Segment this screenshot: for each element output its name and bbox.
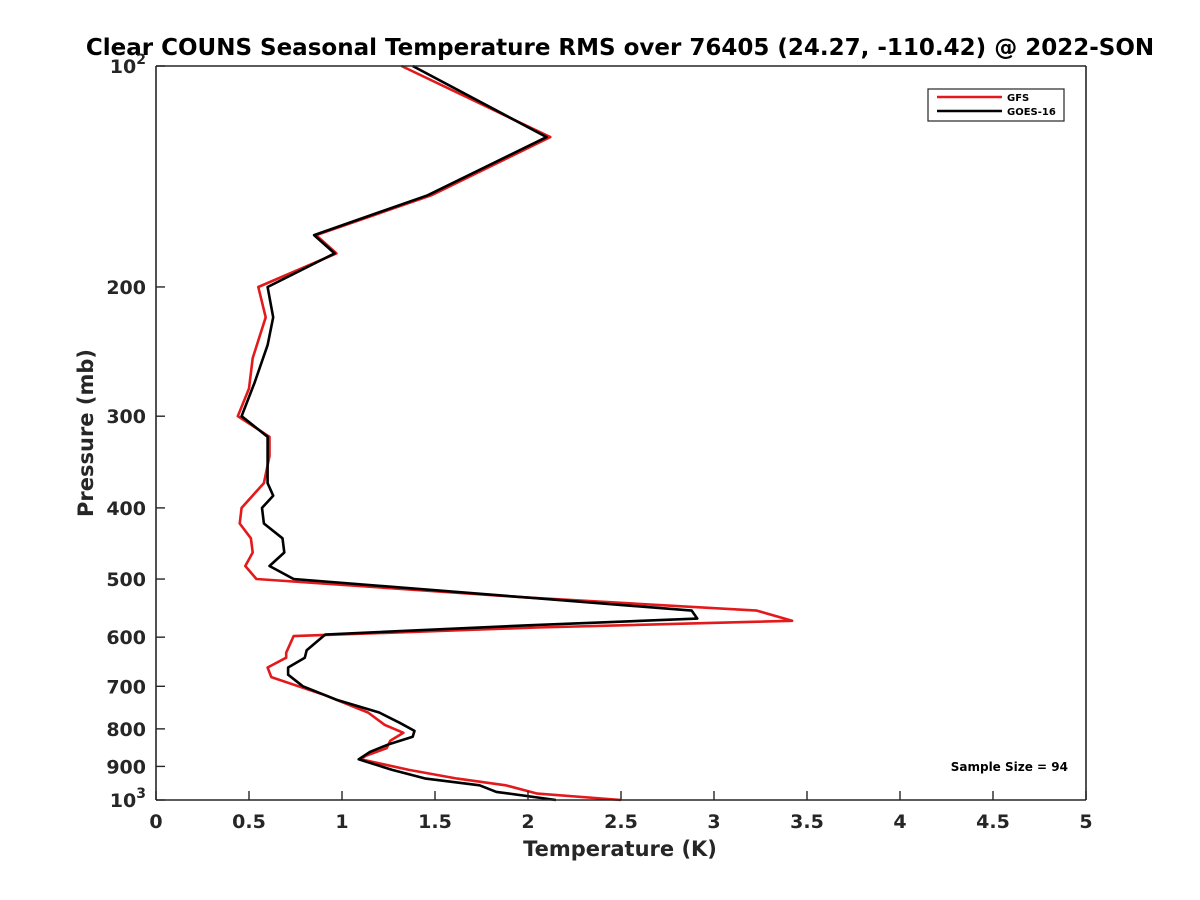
sample-size-annotation: Sample Size = 94: [951, 760, 1068, 774]
x-tick-label: 3: [707, 811, 720, 833]
x-tick-label: 1: [335, 811, 348, 833]
y-tick-label: 300: [106, 406, 146, 428]
y-ticks: 102 200 300 400 500 600 700 800 900 103: [106, 52, 165, 812]
series-line-gfs: [236, 64, 794, 802]
legend-label-gfs: GFS: [1007, 93, 1029, 104]
x-axis-label: Temperature (K): [523, 837, 717, 861]
x-tick-label: 0.5: [232, 811, 266, 833]
x-tick-label: 3.5: [790, 811, 824, 833]
y-tick-label: 102: [110, 52, 146, 78]
y-tick-label: 103: [110, 786, 146, 812]
legend-box: [927, 88, 1065, 122]
y-tick-label: 800: [106, 719, 146, 741]
chart-title: Clear COUNS Seasonal Temperature RMS ove…: [86, 35, 1154, 61]
y-tick-label: 500: [106, 569, 146, 591]
y-tick-label: 900: [106, 756, 146, 778]
y-tick-label: 600: [106, 627, 146, 649]
x-ticks: 0 0.5 1 1.5 2 2.5 3 3.5 4 4.5 5: [149, 791, 1093, 833]
series-line-goes16: [240, 64, 699, 802]
x-tick-label: 2: [521, 811, 534, 833]
x-tick-label: 5: [1079, 811, 1092, 833]
series-layer: [236, 64, 794, 802]
x-tick-label: 4: [893, 811, 906, 833]
legend: GFS GOES-16: [927, 88, 1065, 122]
y-axis-label: Pressure (mb): [74, 349, 98, 517]
x-tick-label: 1.5: [418, 811, 452, 833]
y-tick-label: 400: [106, 498, 146, 520]
y-tick-label: 700: [106, 676, 146, 698]
x-tick-label: 4.5: [976, 811, 1010, 833]
legend-label-goes16: GOES-16: [1007, 107, 1056, 118]
y-tick-label: 200: [106, 277, 146, 299]
x-tick-label: 2.5: [604, 811, 638, 833]
x-tick-label: 0: [149, 811, 162, 833]
plot-area: 0 0.5 1 1.5 2 2.5 3 3.5 4 4.5 5 102 200 300 400 500 600…: [106, 52, 1092, 833]
